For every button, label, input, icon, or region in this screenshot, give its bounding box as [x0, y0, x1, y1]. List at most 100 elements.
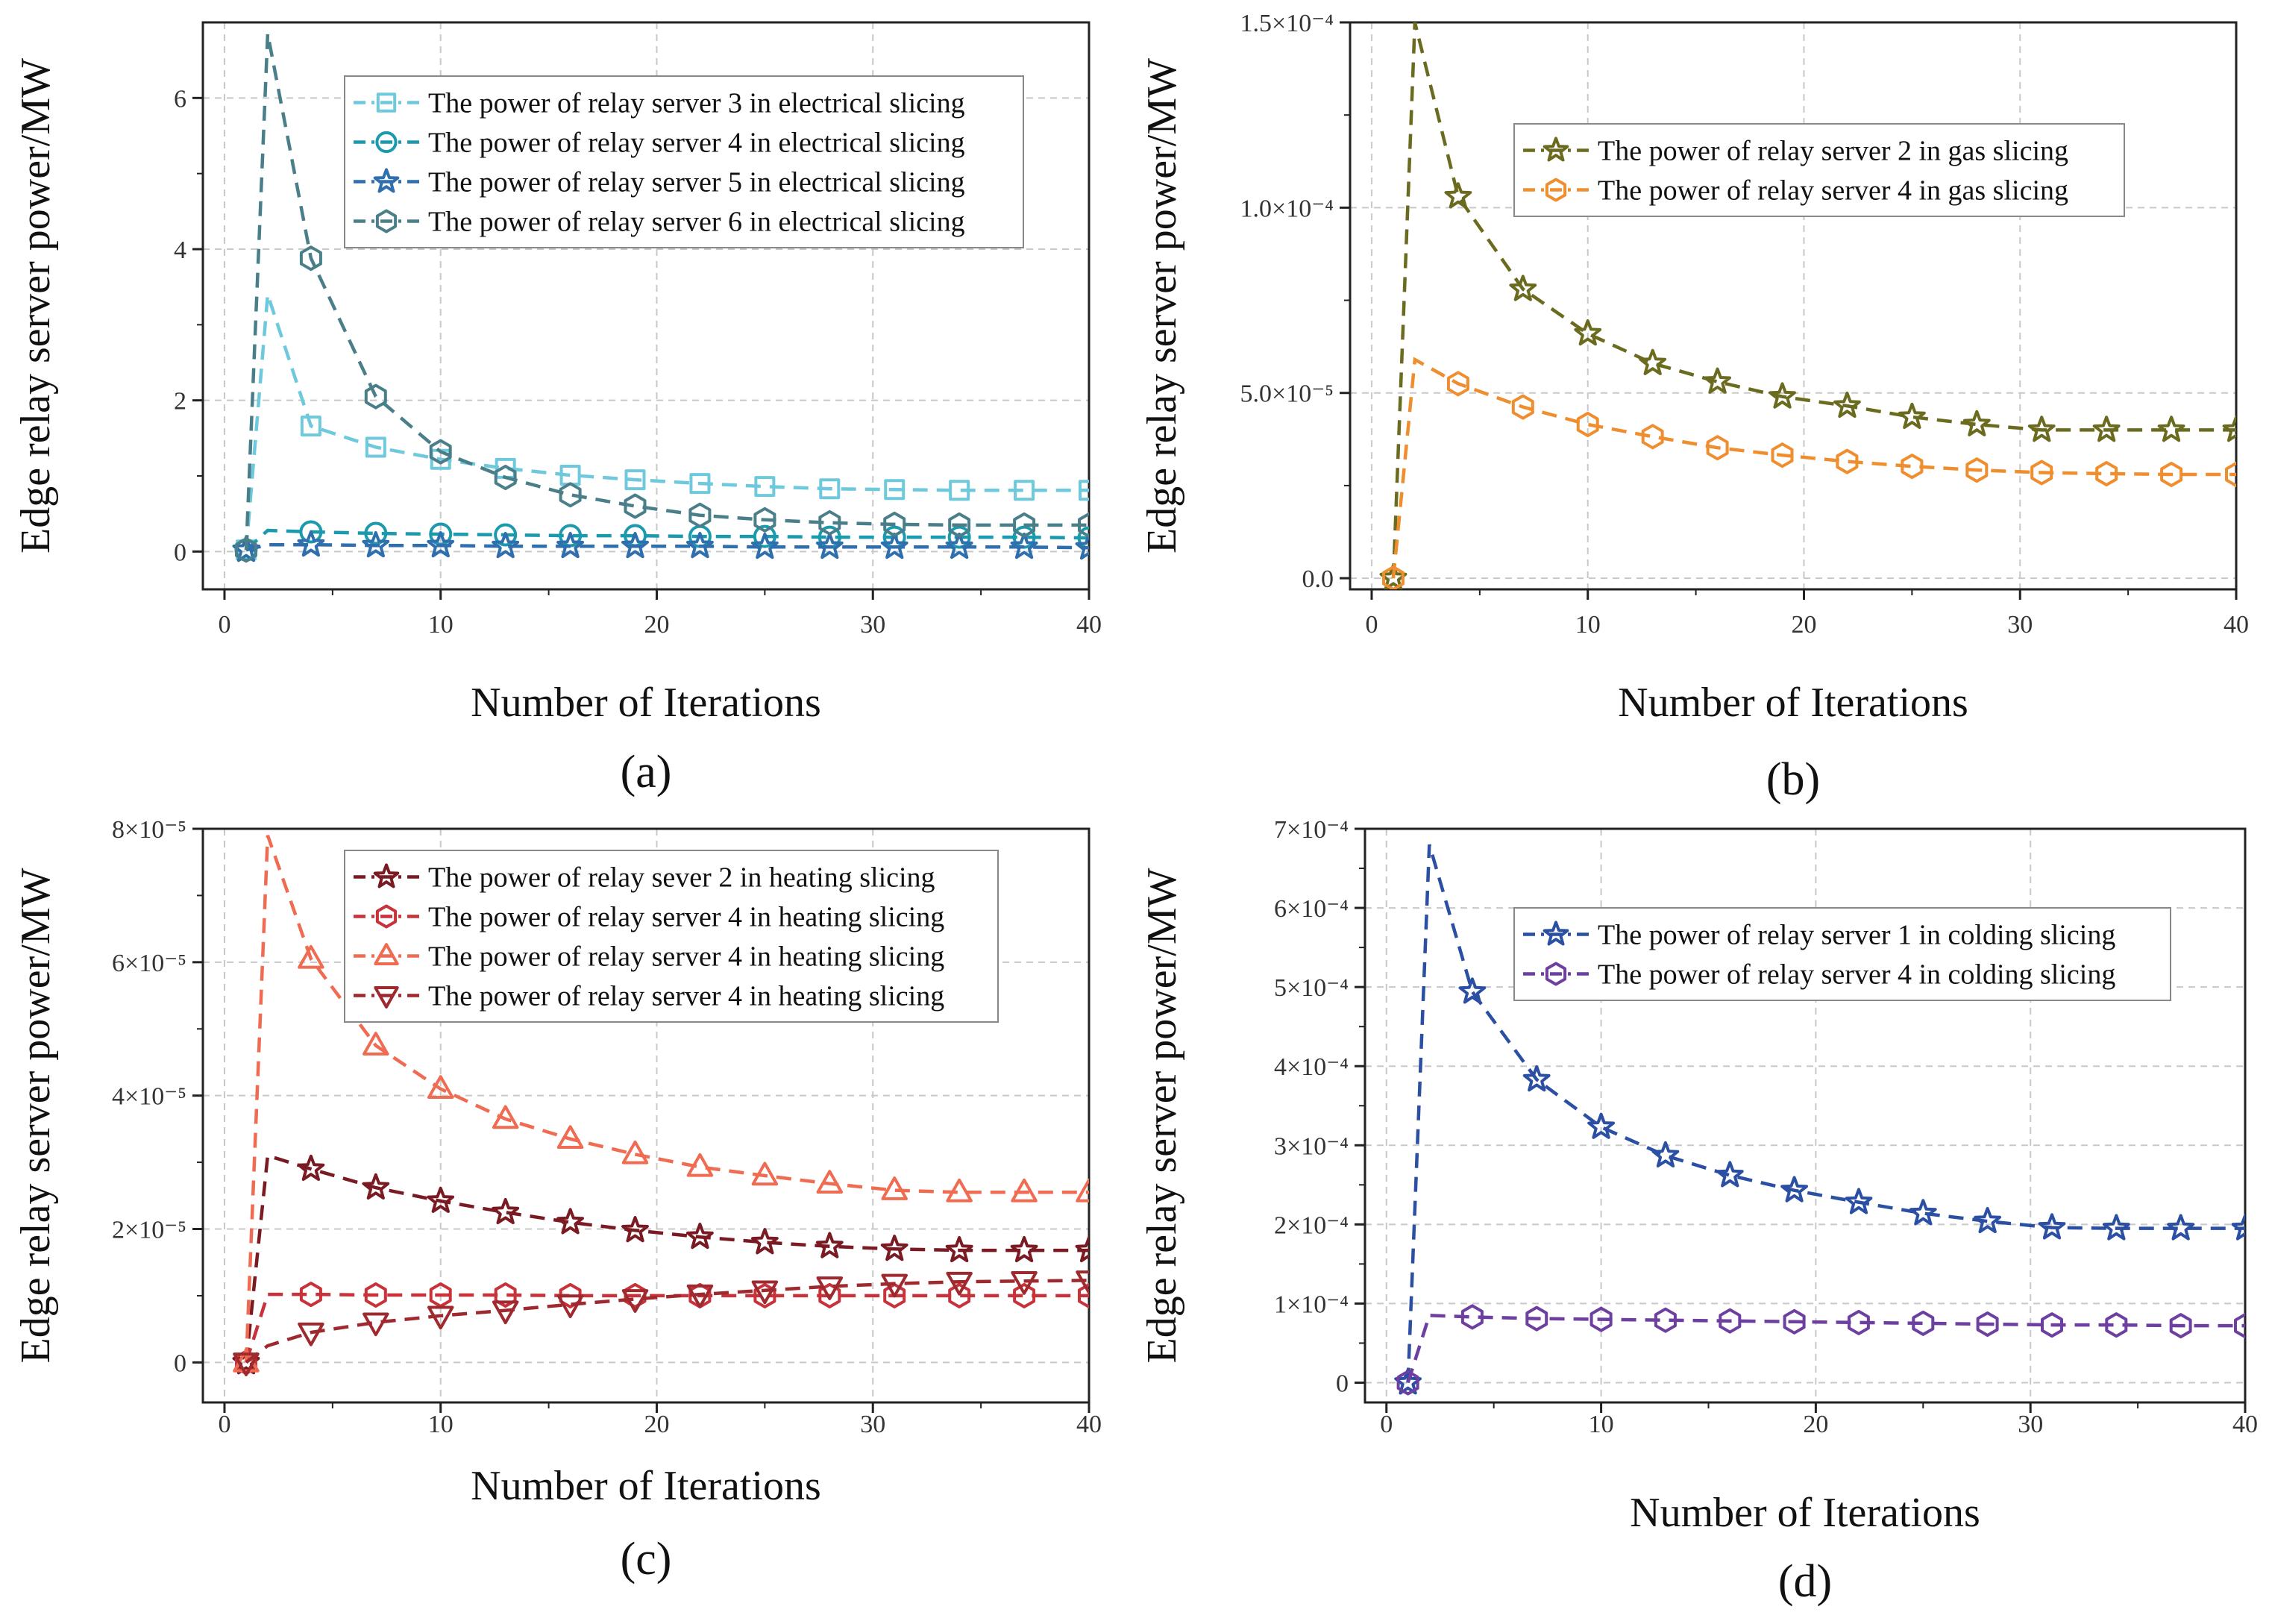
legend-entry: The power of relay server 4 in electrica…	[428, 128, 965, 159]
y-tick-label: 0.0	[1302, 565, 1334, 593]
data-point	[880, 533, 908, 559]
x-tick-label: 20	[644, 611, 669, 639]
legend-swatch-marker	[374, 986, 399, 1009]
data-point	[751, 533, 779, 559]
series-line	[244, 1153, 1089, 1363]
y-axis-title: Edge relay server power/MW	[1139, 868, 1185, 1363]
data-point	[2167, 1214, 2195, 1241]
data-point	[1654, 1307, 1677, 1333]
data-point	[946, 1271, 973, 1296]
data-point	[556, 1125, 584, 1150]
data-point	[2222, 416, 2236, 442]
data-point	[819, 478, 841, 500]
y-tick-label: 6	[174, 85, 186, 113]
legend-swatch-marker	[374, 943, 399, 965]
series-line	[244, 294, 1089, 551]
data-point	[363, 1312, 389, 1337]
data-point	[621, 1140, 649, 1164]
data-point	[298, 1322, 324, 1346]
data-point	[949, 480, 970, 501]
data-point	[688, 502, 712, 528]
data-point	[365, 436, 386, 458]
data-point	[880, 1235, 908, 1261]
plot-area	[1394, 844, 2245, 1396]
legend-swatch-marker	[1545, 962, 1567, 986]
y-tick-label: 0	[1336, 1370, 1349, 1397]
data-point	[1783, 1308, 1806, 1335]
data-point	[556, 1208, 584, 1235]
y-tick-label: 5.0×10⁻⁵	[1240, 380, 1334, 408]
legend-entry: The power of relay server 6 in electrica…	[428, 207, 965, 238]
panel-label: (a)	[621, 747, 672, 797]
data-point	[751, 1161, 779, 1186]
legend-swatch-marker	[373, 863, 400, 888]
data-point	[1833, 391, 1861, 418]
data-point	[364, 383, 387, 410]
data-point	[1845, 1188, 1873, 1214]
data-point	[1076, 1178, 1089, 1203]
legend-swatch-marker	[375, 904, 398, 929]
data-point	[1076, 1270, 1089, 1294]
data-point	[686, 1284, 714, 1308]
chart-panel-1: 0 10 20 30 40 0 2 4 6 Number of Iterations Edge re…	[13, 21, 1102, 797]
legend-entry: The power of relay server 4 in heating s…	[428, 902, 944, 933]
data-point	[1010, 1235, 1038, 1263]
legend-entry: The power of relay server 5 in electrica…	[428, 167, 965, 198]
data-point	[818, 510, 841, 536]
x-tick-label: 0	[1380, 1411, 1393, 1438]
data-point	[754, 476, 776, 498]
series-line	[245, 542, 1089, 552]
plot-frame	[201, 827, 1090, 1404]
legend-swatch-marker	[1543, 137, 1569, 162]
y-tick-label: 4	[174, 236, 186, 264]
data-point	[1962, 410, 1991, 436]
legend-entry: The power of relay server 4 in heating s…	[428, 981, 944, 1012]
data-point	[2041, 1312, 2063, 1338]
data-point	[1706, 435, 1729, 461]
data-point	[946, 1178, 973, 1203]
data-point	[1396, 1370, 1419, 1396]
series-line	[244, 1292, 1089, 1363]
data-point	[233, 1348, 260, 1373]
data-point	[299, 1282, 322, 1308]
data-point	[818, 1282, 841, 1308]
panel-label: (c)	[621, 1534, 672, 1584]
data-point	[1525, 1305, 1548, 1332]
data-point	[494, 1282, 517, 1308]
y-tick-label: 2	[174, 388, 186, 416]
chart-panel-3: 0 10 20 30 40 0 2×10⁻⁵ 4×10⁻⁵ 6×10⁻⁵ 8×10⁻⁵ Number…	[13, 816, 1102, 1584]
data-point	[300, 416, 321, 437]
data-point	[945, 1235, 973, 1263]
x-tick-label: 20	[1803, 1411, 1828, 1438]
data-point	[1836, 448, 1859, 474]
data-point	[1013, 1282, 1036, 1308]
data-point	[948, 1282, 971, 1308]
data-point	[492, 1105, 519, 1129]
data-point	[1909, 1199, 1937, 1226]
legend-box	[1513, 907, 2171, 1001]
legend-entry: The power of relay server 1 in colding s…	[1598, 920, 2115, 951]
series-line	[1391, 357, 2236, 579]
data-point	[556, 532, 584, 559]
x-tick-label: 30	[860, 611, 885, 639]
x-tick-label: 30	[860, 1411, 885, 1438]
data-point	[948, 512, 971, 538]
x-tick-label: 10	[428, 1411, 454, 1438]
legend-box	[344, 850, 999, 1023]
x-axis-title: Number of Iterations	[1630, 1490, 1980, 1536]
legend-swatch-marker	[373, 168, 400, 193]
legend-swatch-marker	[1545, 178, 1567, 202]
panel-label: (b)	[1766, 754, 1820, 805]
data-point	[492, 1197, 520, 1225]
data-point	[1013, 512, 1036, 538]
data-point	[1078, 1282, 1089, 1308]
data-point	[1965, 457, 1989, 483]
data-point	[492, 532, 520, 559]
data-point	[1014, 480, 1035, 501]
series-line	[1406, 844, 2245, 1383]
y-tick-label: 2×10⁻⁴	[1274, 1211, 1349, 1239]
y-tick-label: 4×10⁻⁵	[112, 1083, 186, 1111]
data-point	[427, 1186, 455, 1213]
data-point	[751, 1280, 779, 1305]
data-point	[298, 944, 324, 969]
